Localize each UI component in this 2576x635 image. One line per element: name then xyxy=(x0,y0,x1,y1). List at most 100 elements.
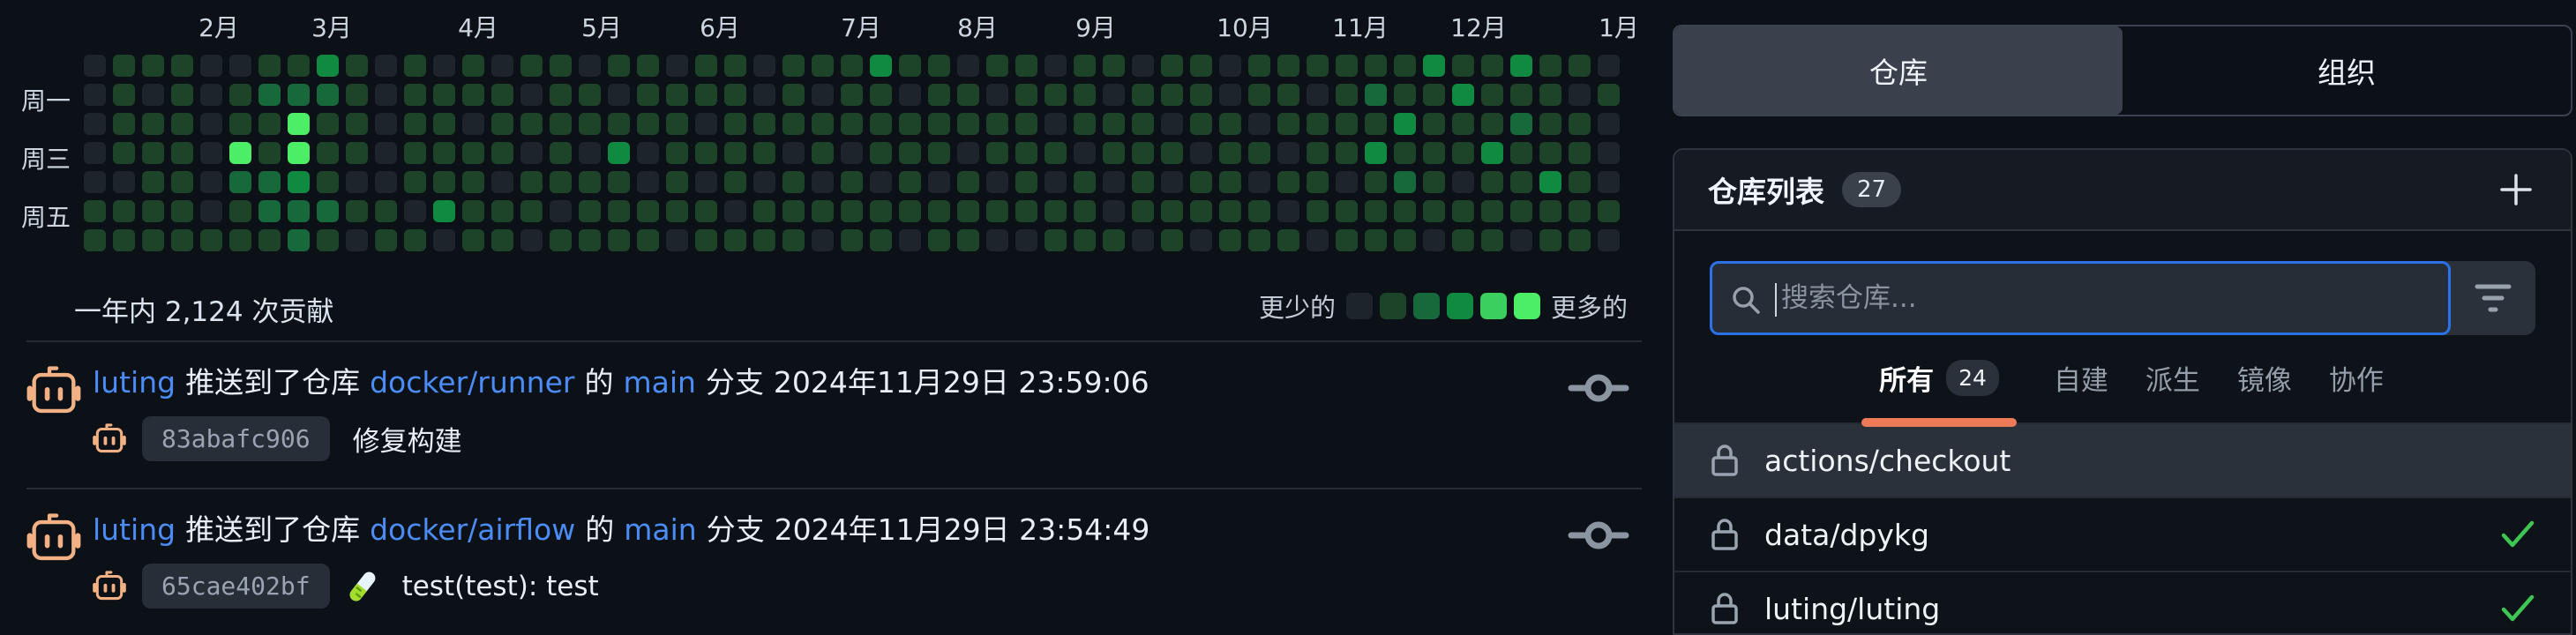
contribution-cell[interactable] xyxy=(550,55,572,77)
contribution-cell[interactable] xyxy=(1045,142,1067,164)
contribution-cell[interactable] xyxy=(1074,200,1096,222)
contribution-cell[interactable] xyxy=(986,84,1008,106)
contribution-cell[interactable] xyxy=(1365,55,1387,77)
contribution-cell[interactable] xyxy=(1277,84,1299,106)
contribution-cell[interactable] xyxy=(288,113,310,135)
contribution-cell[interactable] xyxy=(1132,113,1154,135)
contribution-cell[interactable] xyxy=(200,200,222,222)
tab-organizations[interactable]: 组织 xyxy=(2318,56,2376,90)
contribution-cell[interactable] xyxy=(986,142,1008,164)
contribution-cell[interactable] xyxy=(724,142,746,164)
contribution-cell[interactable] xyxy=(1219,142,1241,164)
contribution-cell[interactable] xyxy=(753,142,775,164)
contribution-cell[interactable] xyxy=(812,84,834,106)
contribution-cell[interactable] xyxy=(1336,229,1358,251)
contribution-cell[interactable] xyxy=(520,171,543,193)
contribution-cell[interactable] xyxy=(200,229,222,251)
contribution-cell[interactable] xyxy=(288,171,310,193)
contribution-cell[interactable] xyxy=(1074,84,1096,106)
contribution-cell[interactable] xyxy=(928,229,950,251)
repo-row[interactable]: actions/checkout xyxy=(1674,424,2571,498)
contribution-cell[interactable] xyxy=(695,113,717,135)
contribution-cell[interactable] xyxy=(142,229,164,251)
contribution-cell[interactable] xyxy=(200,55,222,77)
contribution-cell[interactable] xyxy=(113,171,135,193)
contribution-cell[interactable] xyxy=(229,55,251,77)
contribution-cell[interactable] xyxy=(1423,55,1445,77)
contribution-cell[interactable] xyxy=(84,200,106,222)
contribution-cell[interactable] xyxy=(433,200,455,222)
contribution-cell[interactable] xyxy=(1015,113,1037,135)
contribution-cell[interactable] xyxy=(462,142,484,164)
contribution-cell[interactable] xyxy=(1045,171,1067,193)
contribution-cell[interactable] xyxy=(288,229,310,251)
contribution-cell[interactable] xyxy=(1481,171,1503,193)
contribution-cell[interactable] xyxy=(1307,55,1329,77)
contribution-cell[interactable] xyxy=(608,55,630,77)
contribution-cell[interactable] xyxy=(1539,171,1561,193)
contribution-cell[interactable] xyxy=(1277,113,1299,135)
commit-hash[interactable]: 65cae402bf xyxy=(142,564,330,609)
contribution-cell[interactable] xyxy=(1132,200,1154,222)
contribution-cell[interactable] xyxy=(870,142,892,164)
contribution-cell[interactable] xyxy=(783,171,805,193)
contribution-cell[interactable] xyxy=(928,142,950,164)
contribution-cell[interactable] xyxy=(1190,55,1212,77)
contribution-cell[interactable] xyxy=(404,200,426,222)
contribution-cell[interactable] xyxy=(491,200,513,222)
contribution-cell[interactable] xyxy=(783,200,805,222)
contribution-cell[interactable] xyxy=(1510,229,1532,251)
contribution-cell[interactable] xyxy=(1481,84,1503,106)
contribution-cell[interactable] xyxy=(928,84,950,106)
contribution-cell[interactable] xyxy=(113,84,135,106)
contribution-cell[interactable] xyxy=(724,229,746,251)
contribution-cell[interactable] xyxy=(1394,84,1416,106)
contribution-cell[interactable] xyxy=(171,113,193,135)
contribution-cell[interactable] xyxy=(171,200,193,222)
contribution-cell[interactable] xyxy=(1248,55,1270,77)
contribution-cell[interactable] xyxy=(1569,229,1591,251)
contribution-cell[interactable] xyxy=(433,84,455,106)
contribution-cell[interactable] xyxy=(1074,142,1096,164)
contribution-cell[interactable] xyxy=(1190,113,1212,135)
contribution-cell[interactable] xyxy=(462,113,484,135)
contribution-cell[interactable] xyxy=(1423,142,1445,164)
contribution-cell[interactable] xyxy=(491,171,513,193)
contribution-cell[interactable] xyxy=(404,113,426,135)
contribution-cell[interactable] xyxy=(1307,171,1329,193)
contribution-cell[interactable] xyxy=(957,84,979,106)
contribution-cell[interactable] xyxy=(753,113,775,135)
contribution-cell[interactable] xyxy=(84,55,106,77)
contribution-cell[interactable] xyxy=(84,84,106,106)
contribution-cell[interactable] xyxy=(258,113,281,135)
contribution-cell[interactable] xyxy=(1423,229,1445,251)
contribution-cell[interactable] xyxy=(1598,113,1620,135)
contribution-cell[interactable] xyxy=(1103,142,1125,164)
contribution-cell[interactable] xyxy=(520,84,543,106)
contribution-cell[interactable] xyxy=(433,171,455,193)
contribution-cell[interactable] xyxy=(1336,113,1358,135)
contribution-cell[interactable] xyxy=(1569,55,1591,77)
contribution-cell[interactable] xyxy=(142,171,164,193)
contribution-cell[interactable] xyxy=(375,142,397,164)
contribution-cell[interactable] xyxy=(1277,229,1299,251)
contribution-cell[interactable] xyxy=(1365,229,1387,251)
contribution-cell[interactable] xyxy=(258,142,281,164)
contribution-cell[interactable] xyxy=(724,84,746,106)
contribution-cell[interactable] xyxy=(229,142,251,164)
contribution-cell[interactable] xyxy=(812,142,834,164)
contribution-cell[interactable] xyxy=(841,229,863,251)
contribution-cell[interactable] xyxy=(1569,113,1591,135)
contribution-cell[interactable] xyxy=(1074,171,1096,193)
contribution-cell[interactable] xyxy=(462,84,484,106)
contribution-cell[interactable] xyxy=(171,229,193,251)
contribution-cell[interactable] xyxy=(375,84,397,106)
contribution-cell[interactable] xyxy=(346,171,368,193)
contribution-cell[interactable] xyxy=(1394,55,1416,77)
contribution-cell[interactable] xyxy=(84,229,106,251)
contribution-cell[interactable] xyxy=(1045,229,1067,251)
contribution-cell[interactable] xyxy=(1103,229,1125,251)
contribution-cell[interactable] xyxy=(841,113,863,135)
contribution-cell[interactable] xyxy=(200,84,222,106)
contribution-cell[interactable] xyxy=(783,55,805,77)
